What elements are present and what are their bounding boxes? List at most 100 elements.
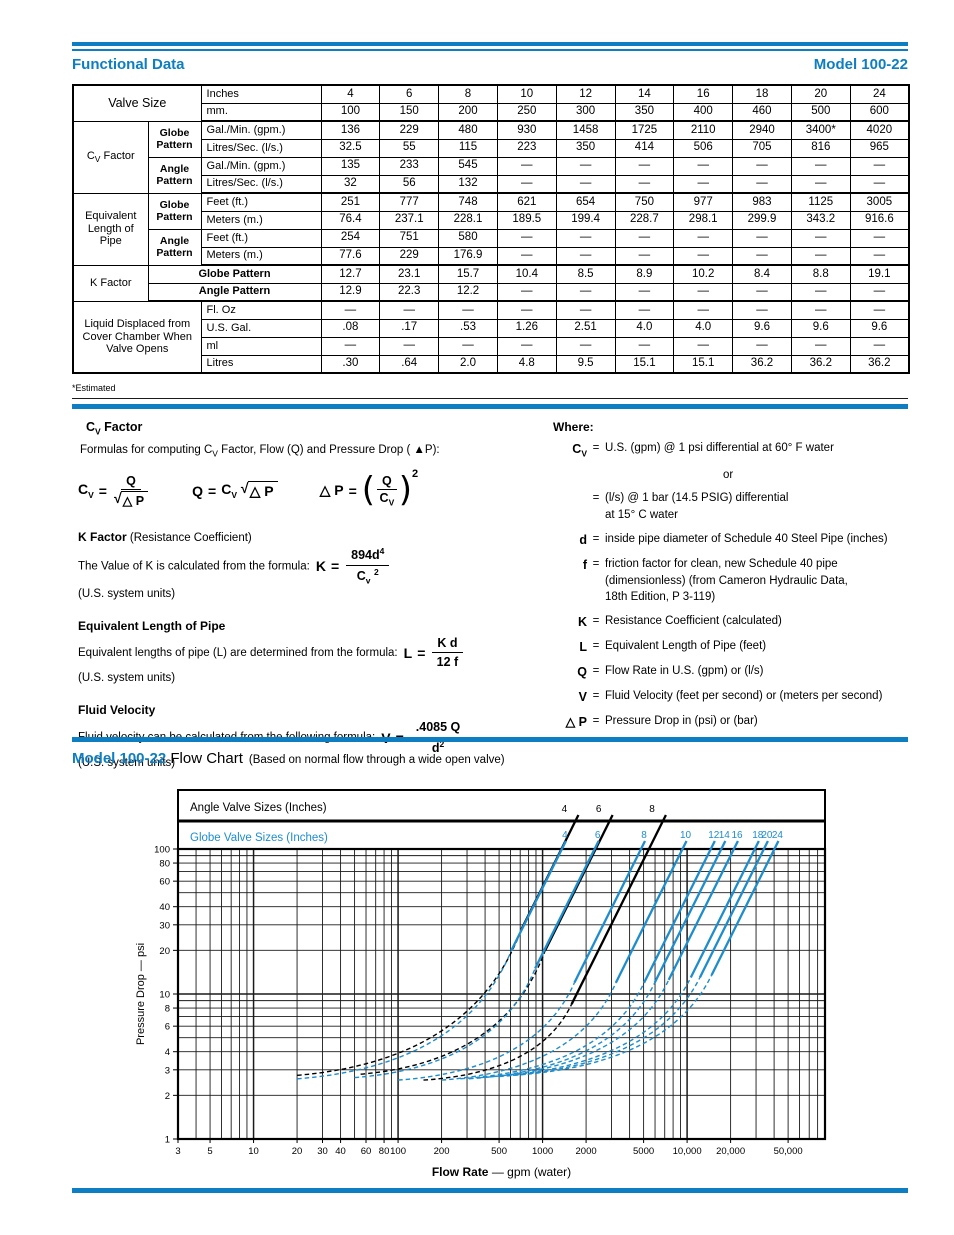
where-equals: = [592, 442, 600, 454]
series-dashed-globe-10 [441, 982, 617, 1081]
table-cell: 9.6 [732, 318, 792, 338]
table-cell: — [614, 336, 675, 356]
where-text: inside pipe diameter of Schedule 40 Stee… [605, 532, 888, 545]
table-cell: 14 [614, 84, 675, 104]
where-item: d = inside pipe diameter of Schedule 40 St… [553, 531, 928, 549]
table-cell: — [555, 246, 616, 266]
table-cell: Litres/Sec. (l/s.) [200, 138, 322, 158]
table-cell: Equivalent Length of Pipe [72, 192, 149, 266]
table-cell: 343.2 [790, 210, 851, 230]
y-tick-label: 20 [159, 946, 170, 957]
series-dashed-globe-4 [297, 950, 513, 1080]
table-cell: Meters (m.) [200, 246, 322, 266]
where-text: friction factor for clean, new Schedule … [605, 557, 848, 604]
table-cell: 199.4 [555, 210, 616, 230]
table-cell: 1.26 [496, 318, 557, 338]
series-dashed-globe-14 [469, 982, 656, 1080]
table-cell: 8.4 [732, 264, 792, 284]
y-tick-label: 60 [159, 877, 170, 888]
table-cell: — [849, 174, 910, 194]
table-cell: 115 [438, 138, 498, 158]
table-cell: — [732, 282, 792, 302]
table-cell: 460 [732, 102, 792, 122]
table-cell: 350 [555, 138, 616, 158]
series-label-globe-8: 8 [641, 830, 647, 841]
table-cell: Feet (ft.) [200, 192, 322, 212]
table-cell: 545 [438, 156, 498, 176]
table-cell: — [614, 300, 675, 320]
table-cell: — [732, 336, 792, 356]
where-equals: = [592, 492, 600, 505]
table-cell: 10 [496, 84, 557, 104]
table-cell: 18 [732, 84, 792, 104]
y-tick-label: 8 [165, 1004, 170, 1015]
globe-band-label: Globe Valve Sizes (Inches) [190, 832, 328, 844]
table-cell: .53 [438, 318, 498, 338]
table-cell: 705 [732, 138, 792, 158]
where-symbol [553, 490, 587, 523]
x-tick-label: 20,000 [716, 1146, 745, 1157]
model-title: Model 100-22 [813, 56, 908, 73]
x-tick-label: 20 [292, 1146, 303, 1157]
table-cell: 2.51 [555, 318, 616, 338]
table-cell: — [379, 300, 440, 320]
table-cell: 414 [614, 138, 675, 158]
table-row: Meters (m.) 76.4 237.1 228.1 189.5 199.4 228.7… [73, 210, 910, 230]
table-cell: 3005 [849, 192, 910, 212]
table-cell: 56 [379, 174, 440, 194]
x-tick-label: 200 [434, 1146, 450, 1157]
table-cell: 10.4 [496, 264, 557, 284]
table-cell: .17 [379, 318, 440, 338]
table-cell: — [849, 336, 910, 356]
table-row: Litres/Sec. (l/s.) 32.5 55 115 223 350 414 506 7… [73, 138, 910, 158]
table-row: K Factor Globe Pattern 12.7 23.1 15.7 10.4 8.5… [72, 264, 910, 302]
series-line-globe-16 [667, 840, 739, 981]
table-cell: 15.1 [673, 354, 734, 374]
series-label-globe-12: 12 [708, 830, 720, 841]
table-cell: Litres [200, 354, 322, 374]
table-cell: — [614, 156, 675, 176]
table-row: mm. 100 150 200 250 300 350 400 460 500 600 [73, 102, 910, 122]
table-cell: — [438, 300, 498, 320]
table-cell: 965 [849, 138, 910, 158]
table-row: Angle Pattern 12.9 22.3 12.2— — — — — — — [73, 282, 910, 302]
series-dashed-globe-16 [480, 979, 670, 1079]
table-cell: 254 [320, 228, 381, 248]
table-row: Valve Size Inches 4 6 8 10 12 14 16 18 20 24 [72, 84, 910, 122]
table-cell: Angle Pattern [147, 282, 322, 302]
table-cell: — [732, 246, 792, 266]
series-dashed-globe-8 [398, 982, 576, 1081]
flow-chart-label: Flow Chart [166, 750, 243, 767]
table-cell: 916.6 [849, 210, 910, 230]
series-line-globe-20 [698, 840, 769, 979]
table-cell: 15.1 [614, 354, 675, 374]
table-cell: — [673, 246, 734, 266]
where-symbol: d [579, 532, 587, 547]
table-cell: 100 [320, 102, 381, 122]
series-dashed-globe-18 [492, 977, 692, 1078]
table-row: CV Factor Globe Pattern Gal./Min. (gpm.) 13… [72, 120, 910, 194]
where-item: = (l/s) @ 1 bar (14.5 PSIG) differential a… [553, 490, 928, 523]
table-cell: 930 [496, 120, 557, 140]
table-cell: 135 [320, 156, 381, 176]
where-item: Q = Flow Rate in U.S. (gpm) or (l/s) [553, 663, 928, 681]
table-cell: mm. [200, 102, 322, 122]
table-cell: — [790, 300, 851, 320]
table-cell: 15.7 [438, 264, 498, 284]
cv-factor-heading: CV Factor [86, 420, 143, 437]
series-label-angle-4: 4 [562, 804, 568, 815]
where-text: Fluid Velocity (feet per second) or (met… [605, 690, 883, 703]
table-cell: .64 [379, 354, 440, 374]
table-cell: Fl. Oz [200, 300, 322, 320]
table-cell: Inches [200, 84, 322, 104]
table-cell: K Factor [72, 264, 149, 302]
table-cell: 621 [496, 192, 557, 212]
table-cell: Globe Pattern [147, 192, 202, 230]
table-cell: — [496, 336, 557, 356]
table-cell: Meters (m.) [200, 210, 322, 230]
table-cell: 654 [555, 192, 616, 212]
table-cell: — [320, 300, 381, 320]
table-cell: 200 [438, 102, 498, 122]
table-cell: 251 [320, 192, 381, 212]
table-cell: — [849, 156, 910, 176]
